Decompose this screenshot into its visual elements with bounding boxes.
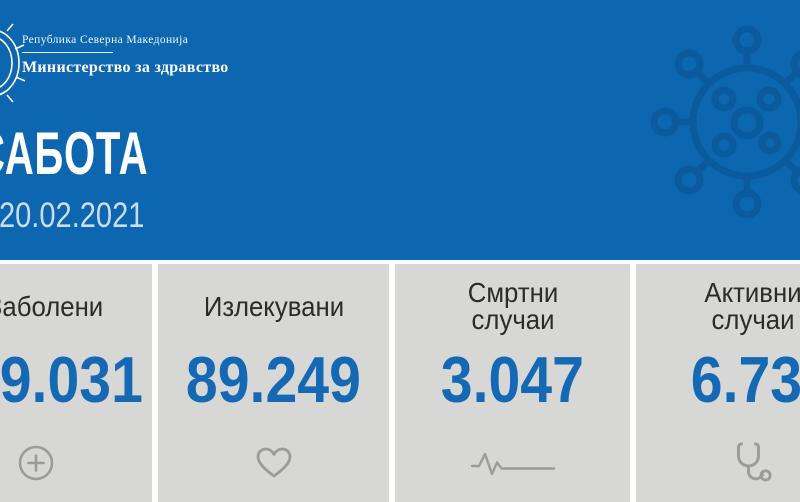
card-recovered: Излекувани 89.249 — [158, 264, 389, 502]
coronavirus-icon — [650, 25, 800, 219]
stethoscope-icon — [731, 442, 775, 484]
card-deaths-value: 3.047 — [440, 343, 585, 416]
card-infected: Заболени 99.031 — [0, 264, 152, 502]
card-deaths: Смртни случаи 3.047 — [395, 264, 630, 502]
heart-icon — [254, 442, 294, 484]
coat-of-arms-emblem-icon — [0, 23, 26, 103]
card-recovered-value: 89.249 — [186, 343, 361, 416]
stat-cards-row: Заболени 99.031 Излекувани 89.249 Смртни… — [0, 264, 800, 502]
card-infected-value: 99.031 — [0, 343, 143, 416]
logo-divider — [22, 52, 113, 53]
card-active: Активни случаи 6.735 — [636, 264, 800, 502]
day-title: САБОТА — [0, 120, 149, 187]
card-active-value: 6.735 — [690, 343, 800, 416]
card-deaths-label: Смртни случаи — [467, 277, 558, 335]
report-date: 20.02.2021 — [0, 196, 145, 235]
plus-circle-icon — [16, 442, 56, 484]
card-recovered-label: Излекувани — [203, 290, 344, 322]
pulse-line-icon — [470, 442, 556, 484]
hero-banner: Република Северна Македонија Министерств… — [0, 0, 800, 260]
card-active-label: Активни случаи — [703, 277, 800, 335]
ministry-name: Министерство за здравство — [22, 59, 229, 76]
card-infected-label: Заболени — [0, 290, 103, 322]
country-name: Република Северна Македонија — [22, 34, 189, 46]
ministry-logo-text: Република Северна Македонија Министерств… — [22, 34, 229, 77]
